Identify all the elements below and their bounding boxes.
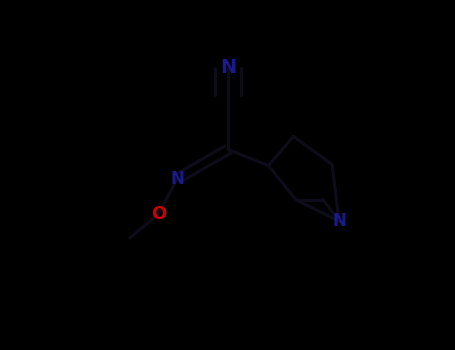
- Text: N: N: [220, 58, 236, 77]
- Text: N: N: [171, 169, 184, 188]
- Text: N: N: [332, 212, 346, 230]
- Text: O: O: [151, 205, 166, 223]
